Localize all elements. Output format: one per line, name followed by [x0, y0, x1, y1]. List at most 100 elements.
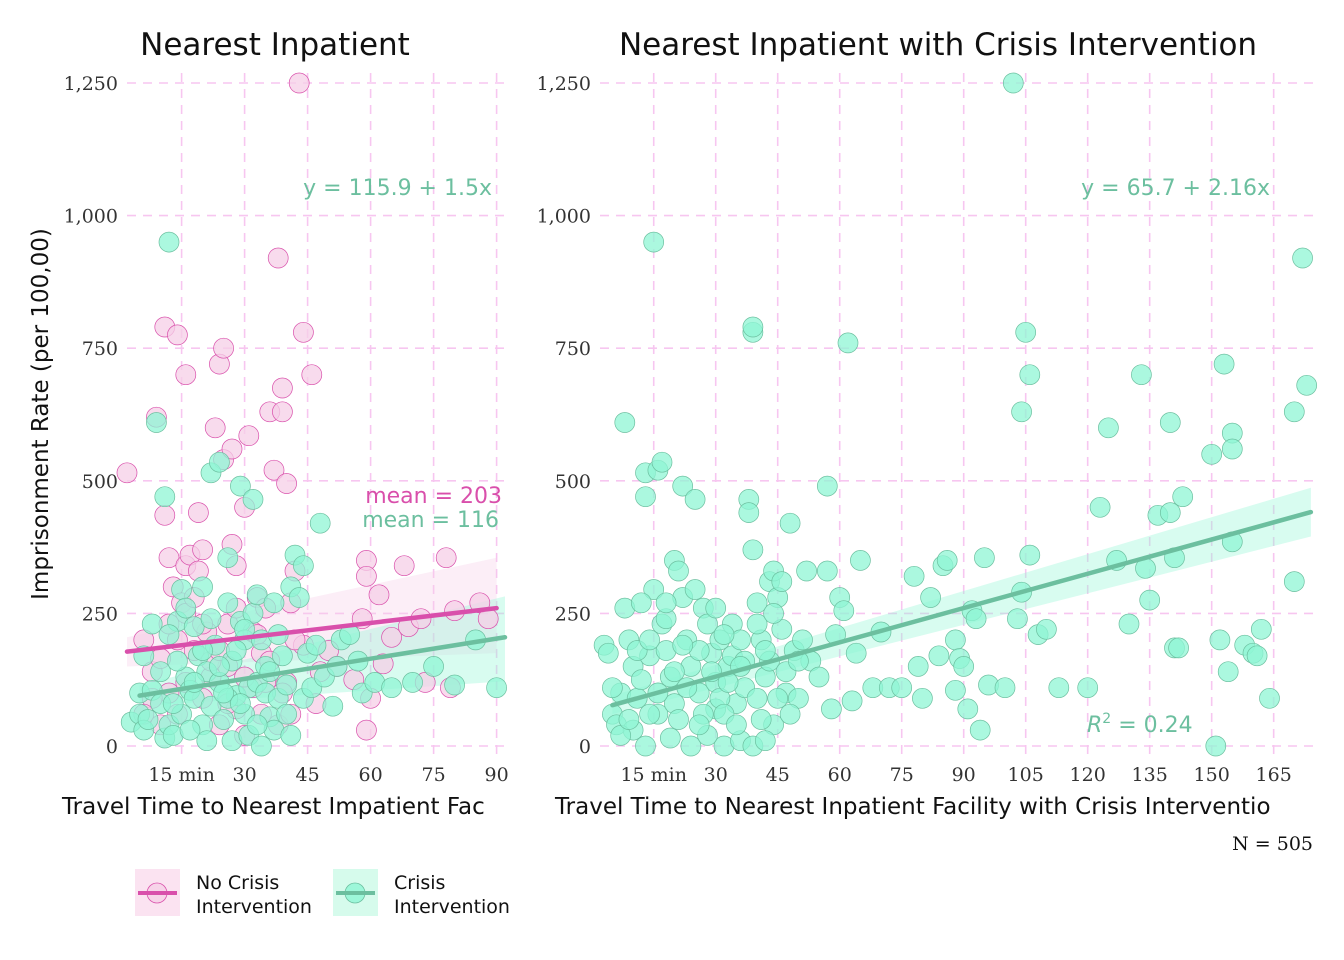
point-crisis	[246, 584, 268, 606]
point-crisis	[643, 231, 665, 253]
fit-line-crisis	[137, 635, 508, 698]
point-crisis	[713, 624, 735, 645]
point-crisis	[158, 624, 180, 645]
x-tick-labels: 15 min 30 45 60 75 90 105 120 135 150 165	[620, 764, 1291, 786]
point-crisis	[209, 656, 230, 677]
point-crisis	[928, 645, 950, 667]
point-crisis	[965, 608, 987, 630]
point-crisis	[225, 640, 247, 661]
point-no_crisis	[154, 504, 176, 526]
point-crisis	[251, 735, 272, 757]
y-tick-label: 0	[579, 736, 591, 758]
point-crisis	[680, 735, 702, 757]
point-crisis	[1019, 544, 1041, 566]
point-crisis	[1172, 486, 1194, 508]
x-tick-label: 90	[952, 764, 976, 786]
point-crisis	[1283, 571, 1305, 592]
x-tick-label: 60	[359, 764, 383, 786]
point-crisis	[767, 687, 789, 709]
point-no_crisis	[192, 539, 213, 561]
x-tick-label: 60	[828, 764, 852, 786]
point-crisis	[322, 695, 344, 717]
point-crisis	[246, 714, 268, 736]
point-crisis	[1296, 374, 1318, 396]
point-crisis	[280, 725, 302, 746]
x-axis-label: Travel Time to Nearest Impatient Fac	[61, 794, 485, 820]
point-crisis	[1168, 637, 1189, 659]
point-crisis	[1283, 401, 1305, 423]
point-crisis	[137, 709, 159, 730]
point-crisis	[1205, 735, 1227, 757]
point-crisis	[1002, 72, 1024, 94]
point-crisis	[288, 587, 310, 608]
point-no_crisis	[175, 364, 197, 386]
x-tick-label: 30	[704, 764, 728, 786]
point-crisis	[688, 714, 710, 736]
point-crisis	[162, 693, 184, 714]
point-crisis	[936, 550, 958, 571]
point-crisis	[1011, 401, 1032, 423]
point-crisis	[816, 560, 838, 582]
y-tick-label: 1,250	[64, 73, 118, 95]
point-crisis	[167, 650, 188, 672]
point-crisis	[664, 661, 685, 683]
point-no_crisis	[272, 401, 293, 423]
point-crisis	[1015, 321, 1037, 343]
point-no_crisis	[393, 555, 415, 577]
y-tick-label: 1,000	[64, 206, 118, 228]
point-crisis	[1217, 661, 1239, 683]
point-no_crisis	[158, 547, 180, 569]
x-tick-label: 90	[485, 764, 509, 786]
regression-equation: y = 115.9 + 1.5x	[303, 176, 492, 201]
y-tick-label: 0	[106, 736, 118, 758]
point-crisis	[821, 698, 842, 720]
x-tick-label: 75	[890, 764, 914, 786]
point-crisis	[309, 512, 331, 534]
point-crisis	[1077, 677, 1099, 699]
point-crisis	[779, 512, 801, 534]
y-tick-labels: 0 250 500 750 1,000 1,250	[64, 73, 118, 758]
point-crisis	[796, 560, 817, 582]
x-axis-label: Travel Time to Nearest Inpatient Facilit…	[554, 794, 1271, 820]
x-tick-label: 150	[1194, 764, 1230, 786]
mean-crisis-label: mean = 116	[362, 508, 499, 533]
point-crisis	[635, 486, 656, 508]
point-crisis	[1159, 502, 1181, 523]
point-crisis	[705, 597, 727, 619]
point-crisis	[1209, 629, 1231, 651]
panel-nearest-inpatient: 0 250 500 750 1,000 1,250 15 min 30 45 60 75 90 Ne…	[61, 27, 509, 820]
point-crisis	[750, 709, 772, 730]
fit-line-no_crisis	[124, 605, 499, 654]
point-no_crisis	[356, 719, 377, 741]
point-crisis	[1201, 443, 1223, 465]
point-crisis	[1089, 496, 1111, 518]
y-axis-label: Imprisonment Rate (per 100,00)	[28, 228, 54, 600]
point-no_crisis	[435, 547, 457, 569]
point-crisis	[746, 592, 768, 614]
legend-label-line1: No Crisis	[196, 872, 279, 894]
point-no_crisis	[267, 247, 289, 269]
point-crisis	[912, 687, 933, 709]
point-crisis	[808, 666, 830, 688]
y-tick-label: 250	[82, 603, 118, 625]
x-tick-label: 15 min	[620, 764, 687, 786]
point-crisis	[945, 629, 966, 651]
point-crisis	[1118, 613, 1140, 635]
point-crisis	[639, 629, 660, 651]
y-tick-label: 500	[555, 471, 591, 493]
point-crisis	[183, 616, 205, 638]
point-crisis	[792, 629, 813, 651]
point-crisis	[242, 489, 264, 510]
point-crisis	[1036, 618, 1057, 640]
point-crisis	[845, 642, 867, 664]
point-crisis	[1292, 247, 1313, 269]
r-squared-superscript: 2	[1102, 711, 1111, 727]
point-crisis	[1048, 677, 1070, 699]
point-crisis	[754, 730, 776, 752]
y-tick-label: 1,250	[537, 73, 591, 95]
point-crisis	[263, 592, 285, 614]
point-crisis	[597, 642, 619, 664]
x-tick-labels: 15 min 30 45 60 75 90	[148, 764, 508, 786]
caption-n: N = 505	[1232, 833, 1313, 855]
